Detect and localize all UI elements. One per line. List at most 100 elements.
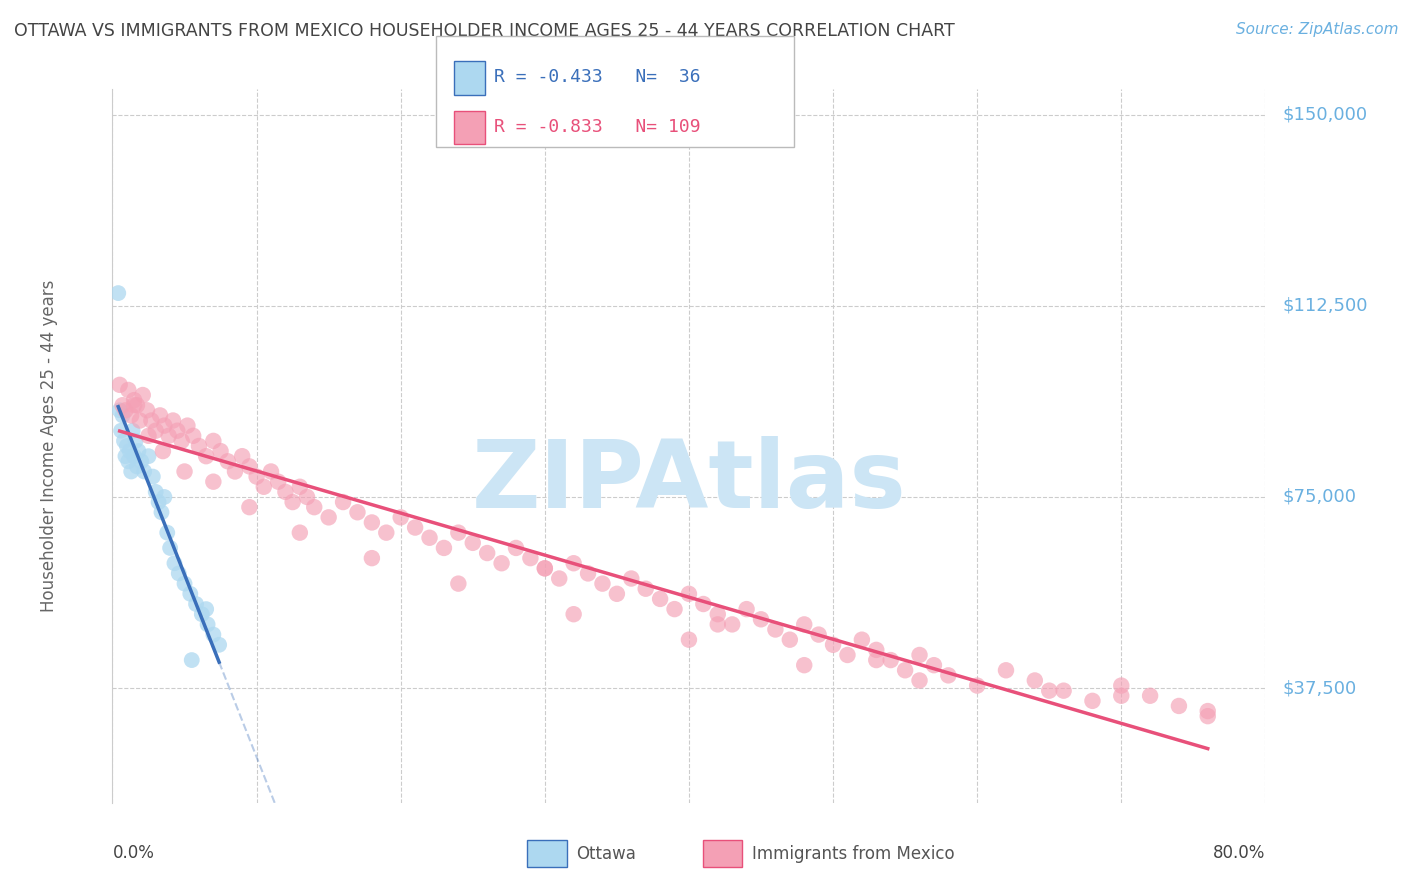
Point	[562, 607, 585, 622]
Point	[706, 617, 728, 632]
Point	[606, 587, 628, 601]
Point	[238, 500, 260, 515]
Point	[1167, 698, 1189, 713]
Point	[125, 459, 148, 474]
Text: ZIPAtlas: ZIPAtlas	[471, 435, 907, 528]
Point	[548, 572, 571, 586]
Point	[202, 475, 225, 489]
Point	[181, 429, 204, 443]
Point	[152, 444, 174, 458]
Point	[142, 469, 165, 483]
Point	[163, 556, 186, 570]
Point	[664, 602, 686, 616]
Point	[120, 409, 142, 423]
Point	[678, 587, 700, 601]
Point	[128, 413, 150, 427]
Text: $75,000: $75,000	[1282, 488, 1357, 506]
Point	[908, 673, 931, 688]
Point	[127, 444, 149, 458]
Point	[706, 607, 728, 622]
Point	[110, 424, 132, 438]
Point	[304, 500, 326, 515]
Point	[966, 679, 988, 693]
Point	[195, 449, 218, 463]
Point	[721, 617, 744, 632]
Point	[111, 398, 134, 412]
Point	[936, 668, 959, 682]
Point	[209, 444, 232, 458]
Point	[634, 582, 657, 596]
Point	[419, 531, 441, 545]
Point	[179, 587, 201, 601]
Point	[138, 449, 160, 463]
Point	[184, 597, 207, 611]
Point	[281, 495, 304, 509]
Point	[346, 505, 368, 519]
Point	[267, 475, 290, 489]
Point	[173, 576, 195, 591]
Text: Ottawa: Ottawa	[576, 845, 637, 863]
Point	[880, 653, 903, 667]
Point	[141, 413, 163, 427]
Text: $112,500: $112,500	[1282, 297, 1368, 315]
Point	[166, 424, 188, 438]
Point	[191, 607, 214, 622]
Point	[461, 536, 484, 550]
Point	[260, 465, 283, 479]
Point	[274, 484, 297, 499]
Point	[404, 520, 426, 534]
Point	[1038, 683, 1060, 698]
Point	[793, 658, 815, 673]
Point	[217, 454, 239, 468]
Point	[995, 663, 1018, 677]
Point	[749, 612, 772, 626]
Point	[475, 546, 498, 560]
Point	[678, 632, 700, 647]
Point	[1052, 683, 1074, 698]
Point	[108, 377, 131, 392]
Point	[197, 617, 219, 632]
Point	[162, 413, 184, 427]
Point	[288, 525, 311, 540]
Text: $37,500: $37,500	[1282, 679, 1357, 698]
Point	[894, 663, 917, 677]
Point	[156, 525, 179, 540]
Text: Immigrants from Mexico: Immigrants from Mexico	[752, 845, 955, 863]
Point	[253, 480, 276, 494]
Point	[1111, 689, 1133, 703]
Point	[620, 572, 643, 586]
Point	[107, 286, 129, 301]
Point	[111, 409, 134, 423]
Point	[188, 439, 211, 453]
Point	[692, 597, 714, 611]
Point	[648, 591, 672, 606]
Point	[1139, 689, 1161, 703]
Point	[108, 403, 131, 417]
Point	[173, 465, 195, 479]
Point	[180, 653, 202, 667]
Point	[318, 510, 340, 524]
Point	[114, 403, 136, 417]
Point	[447, 525, 470, 540]
Point	[145, 424, 167, 438]
Point	[231, 449, 253, 463]
Point	[1081, 694, 1104, 708]
Point	[145, 484, 167, 499]
Text: R = -0.433   N=  36: R = -0.433 N= 36	[494, 69, 700, 87]
Point	[129, 454, 153, 468]
Point	[122, 393, 145, 408]
Point	[851, 632, 873, 647]
Point	[908, 648, 931, 662]
Text: 0.0%: 0.0%	[112, 844, 155, 862]
Point	[124, 434, 146, 448]
Point	[375, 525, 398, 540]
Text: Source: ZipAtlas.com: Source: ZipAtlas.com	[1236, 22, 1399, 37]
Text: Householder Income Ages 25 - 44 years: Householder Income Ages 25 - 44 years	[39, 280, 58, 612]
Point	[149, 409, 172, 423]
Text: $150,000: $150,000	[1282, 105, 1368, 124]
Point	[118, 444, 141, 458]
Point	[793, 617, 815, 632]
Point	[1024, 673, 1046, 688]
Point	[562, 556, 585, 570]
Point	[519, 551, 541, 566]
